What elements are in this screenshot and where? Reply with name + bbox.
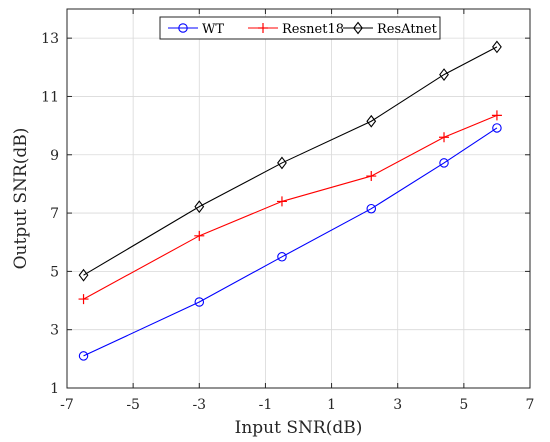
plot-area-frame (66, 8, 531, 389)
data-point-resnet18 (78, 294, 89, 305)
data-point-resnet18 (194, 230, 205, 241)
legend-marker (353, 21, 363, 35)
data-point-resatnet (194, 200, 205, 214)
x-tick-label: -3 (192, 397, 206, 413)
data-point-resatnet (439, 68, 449, 82)
data-point-wt (492, 123, 502, 133)
legend-marker (178, 23, 188, 33)
data-point-wt (277, 252, 287, 262)
data-point-wt (439, 158, 449, 168)
x-tick-label: 1 (327, 397, 336, 413)
data-point-resnet18 (491, 110, 502, 121)
y-tick-label: 1 (50, 381, 59, 397)
data-point-resatnet (366, 114, 377, 128)
x-tick-label: 7 (526, 397, 535, 413)
series-resnet18 (78, 110, 502, 305)
legend-marker (258, 23, 268, 33)
data-point-wt (78, 351, 89, 361)
series-line-resnet18 (83, 114, 498, 300)
x-tick-label: -7 (60, 397, 74, 413)
legend-label: WT (202, 22, 224, 37)
x-tick-label: 3 (393, 397, 402, 413)
data-point-resatnet (277, 156, 287, 170)
data-point-resnet18 (276, 196, 287, 207)
series-resatnet (78, 40, 502, 282)
x-axis-label: Input SNR(dB) (235, 418, 363, 438)
y-tick-label: 3 (50, 323, 59, 339)
legend-label: Resnet18 (282, 22, 344, 37)
series-line-resatnet (83, 46, 498, 276)
legend-item-wt: WT (168, 22, 224, 37)
x-tick-label: -5 (126, 397, 140, 413)
y-tick-label: 5 (50, 264, 59, 280)
data-point-wt (366, 203, 377, 214)
series-line-wt (83, 127, 498, 357)
legend-label: ResAtnet (377, 22, 438, 37)
y-tick-label: 11 (41, 89, 59, 105)
series-layer (78, 40, 502, 361)
legend-item-resnet18: Resnet18 (248, 22, 344, 37)
legend-box (159, 16, 441, 40)
data-point-resatnet (78, 268, 89, 282)
y-tick-label: 7 (50, 206, 59, 222)
x-tick-label: -1 (259, 397, 273, 413)
y-tick-label: 13 (41, 31, 59, 47)
data-point-resnet18 (439, 132, 450, 143)
series-wt (78, 123, 502, 361)
data-point-wt (194, 297, 205, 307)
data-point-resnet18 (366, 171, 377, 182)
data-point-resatnet (492, 40, 502, 54)
x-tick-label: 5 (459, 397, 468, 413)
legend-item-resatnet: ResAtnet (343, 21, 438, 37)
y-axis-label: Output SNR(dB) (11, 128, 31, 270)
y-tick-label: 9 (50, 148, 59, 164)
legend: WT Resnet18 ResAtnet (159, 16, 441, 40)
